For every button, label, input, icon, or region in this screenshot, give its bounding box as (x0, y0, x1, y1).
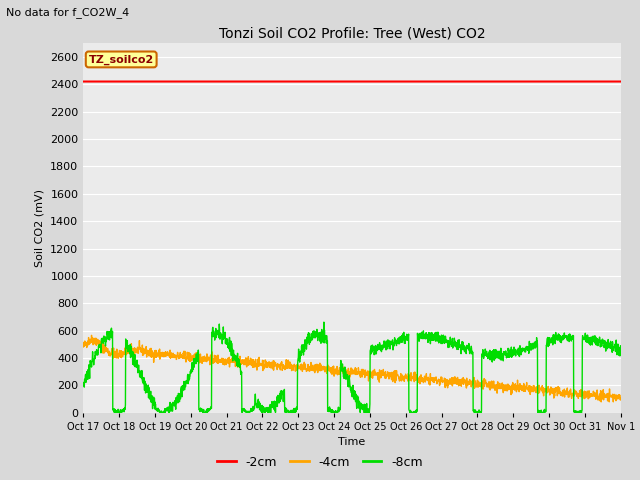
-2cm (340, 79, 348, 84)
Line: -8cm: -8cm (83, 322, 621, 413)
Text: No data for f_CO2W_4: No data for f_CO2W_4 (6, 7, 130, 18)
-4cm (602, 393, 609, 398)
-4cm (107, 352, 115, 358)
-4cm (327, 365, 335, 371)
-4cm (341, 371, 349, 376)
Line: -4cm: -4cm (83, 336, 621, 402)
-8cm (503, 354, 511, 360)
-8cm (107, 334, 115, 340)
Y-axis label: Soil CO2 (mV): Soil CO2 (mV) (35, 189, 45, 267)
-2cm (617, 79, 625, 84)
X-axis label: Time: Time (339, 437, 365, 447)
-2cm (502, 79, 510, 84)
-4cm (88, 333, 95, 338)
-4cm (79, 343, 87, 349)
-8cm (79, 383, 87, 388)
-4cm (602, 394, 609, 400)
-8cm (617, 347, 625, 352)
-2cm (107, 79, 115, 84)
Legend: -2cm, -4cm, -8cm: -2cm, -4cm, -8cm (212, 451, 428, 474)
-8cm (341, 369, 349, 374)
-8cm (327, 408, 335, 413)
-8cm (602, 343, 609, 349)
Title: Tonzi Soil CO2 Profile: Tree (West) CO2: Tonzi Soil CO2 Profile: Tree (West) CO2 (219, 27, 485, 41)
-2cm (601, 79, 609, 84)
-4cm (617, 396, 625, 402)
-4cm (597, 399, 605, 405)
-8cm (111, 410, 118, 416)
-2cm (602, 79, 609, 84)
-4cm (503, 384, 511, 390)
-2cm (79, 79, 87, 84)
Text: TZ_soilco2: TZ_soilco2 (88, 54, 154, 64)
-2cm (326, 79, 334, 84)
-8cm (602, 348, 609, 354)
-8cm (320, 319, 328, 325)
